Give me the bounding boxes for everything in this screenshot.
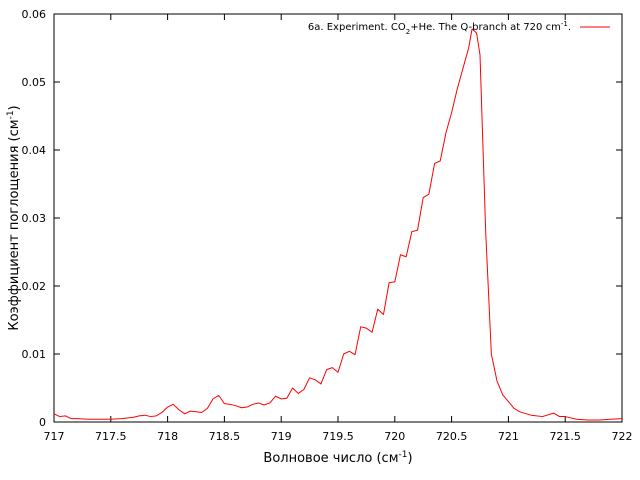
legend-label-part: 2 xyxy=(406,28,410,36)
y-axis-title: Коэффициент поглощения (см-1) xyxy=(6,105,22,330)
plot-frame xyxy=(53,13,623,423)
x-tick-label: 721 xyxy=(498,430,519,443)
y-tick-label: 0.05 xyxy=(22,76,47,89)
y-axis-title-sup: -1 xyxy=(6,110,16,119)
y-axis-title-text: Коэффициент поглощения (см xyxy=(7,119,22,330)
x-axis-title-sup: -1 xyxy=(399,450,408,460)
y-tick-label: 0 xyxy=(39,416,46,429)
x-axis-title-text: Волновое число (см xyxy=(263,451,398,466)
y-tick-label: 0.04 xyxy=(22,144,47,157)
x-tick-label: 720.5 xyxy=(436,430,468,443)
x-tick-label: 720 xyxy=(384,430,405,443)
x-tick-label: 721.5 xyxy=(549,430,581,443)
legend-label-part: . xyxy=(568,22,571,33)
x-tick-label: 718 xyxy=(157,430,178,443)
legend-label-part: -1 xyxy=(561,20,568,28)
y-tick-label: 0.03 xyxy=(22,212,47,225)
x-tick-label: 717.5 xyxy=(95,430,127,443)
y-tick-label: 0.02 xyxy=(22,280,47,293)
x-tick-label: 719.5 xyxy=(322,430,354,443)
x-tick-label: 719 xyxy=(271,430,292,443)
x-tick-label: 717 xyxy=(44,430,65,443)
legend-label: 6a. Experiment. CO2+He. The Q-branch at … xyxy=(308,20,571,36)
x-axis-title-tail: ) xyxy=(407,451,412,466)
y-tick-label: 0.01 xyxy=(22,348,47,361)
legend-label-part: +He. The Q-branch at 720 cm xyxy=(410,22,561,33)
series-line-0 xyxy=(53,28,623,421)
x-axis-title: Волновое число (см-1) xyxy=(263,450,412,466)
y-axis-title-tail: ) xyxy=(7,105,22,110)
y-tick-label: 0.06 xyxy=(22,8,47,21)
legend-label-part: 6a. Experiment. CO xyxy=(308,22,406,33)
x-tick-label: 718.5 xyxy=(209,430,241,443)
x-tick-label: 722 xyxy=(612,430,633,443)
